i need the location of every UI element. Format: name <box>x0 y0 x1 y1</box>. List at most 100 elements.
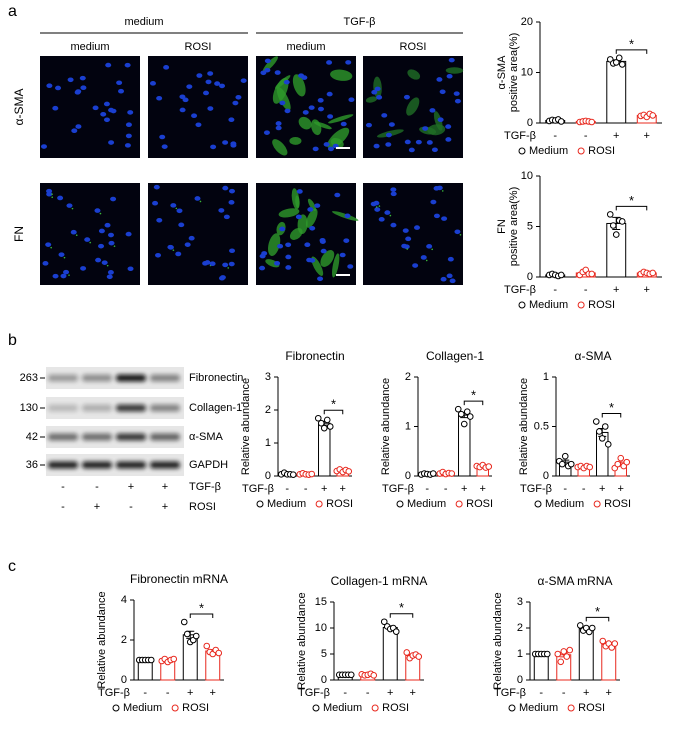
nucleus <box>449 278 456 284</box>
green-signal <box>272 77 289 104</box>
nucleus <box>285 254 292 260</box>
row-label: FN <box>12 226 26 242</box>
green-dot <box>389 214 392 217</box>
condition-sign: + <box>94 501 100 513</box>
nucleus <box>285 242 292 248</box>
nucleus <box>317 276 324 282</box>
nucleus <box>66 203 73 208</box>
micrograph <box>363 183 463 285</box>
legend-label: ROSI <box>182 702 209 714</box>
blot-strip <box>46 454 184 476</box>
data-point <box>592 418 600 425</box>
y-tick-label: 0 <box>527 271 533 283</box>
nucleus <box>317 98 324 103</box>
nucleus <box>167 245 174 250</box>
nucleus <box>101 260 108 265</box>
chart-title: Fibronectin <box>285 349 344 363</box>
nucleus <box>125 133 132 139</box>
data-point <box>609 222 617 229</box>
nucleus <box>308 105 315 110</box>
nucleus <box>228 117 235 123</box>
nucleus <box>42 261 49 266</box>
nucleus <box>283 79 290 85</box>
x-tick-label: - <box>285 483 289 495</box>
data-point <box>170 655 178 663</box>
nucleus <box>445 124 452 129</box>
nucleus <box>275 125 282 131</box>
nucleus <box>323 142 330 147</box>
condition-sign: + <box>162 481 168 493</box>
band <box>48 374 78 382</box>
x-tick-label: + <box>480 483 486 495</box>
y-tick-label: 2 <box>265 404 271 416</box>
data-point <box>203 642 211 650</box>
y-tick-label: 1 <box>517 648 523 660</box>
y-axis-label: positive area(%) <box>508 33 520 112</box>
significance-bracket <box>615 205 648 211</box>
nucleus <box>207 106 214 111</box>
nucleus <box>235 94 242 100</box>
nucleus <box>385 132 392 138</box>
green-signal <box>328 114 354 124</box>
x-axis-label: TGF-β <box>494 687 526 699</box>
data-point <box>543 650 551 658</box>
nucleus <box>285 265 292 270</box>
nucleus <box>304 242 311 248</box>
chart-title: α-SMA <box>575 349 612 363</box>
nucleus <box>223 214 230 220</box>
green-dot <box>406 248 409 250</box>
green-signal <box>307 198 317 211</box>
y-tick-label: 3 <box>517 596 523 608</box>
column-header: medium <box>70 41 109 53</box>
protein-label: Fibronectin <box>189 372 243 384</box>
nucleus <box>348 97 355 103</box>
nucleus <box>110 108 117 114</box>
x-tick-label: - <box>343 687 347 699</box>
group-header: medium <box>124 16 163 28</box>
x-tick-label: + <box>613 284 619 296</box>
nucleus <box>390 222 397 228</box>
x-axis-label: TGF-β <box>382 483 414 495</box>
data-point <box>557 271 565 279</box>
condition-sign: - <box>129 501 133 513</box>
data-point <box>617 454 625 462</box>
x-tick-label: - <box>584 284 588 296</box>
nucleus <box>107 232 114 238</box>
data-point <box>618 61 626 68</box>
legend-label: ROSI <box>588 145 615 157</box>
nucleus <box>453 91 460 96</box>
green-dot <box>106 264 109 267</box>
bar <box>578 628 594 681</box>
nucleus <box>327 114 334 119</box>
panel-label: c <box>8 558 16 575</box>
nucleus <box>127 266 134 272</box>
column-header: medium <box>286 41 325 53</box>
y-tick-label: 10 <box>521 66 533 78</box>
condition-sign: - <box>61 501 65 513</box>
micrograph <box>256 183 359 285</box>
nucleus <box>95 257 102 263</box>
data-point <box>147 656 155 664</box>
legend-label: Medium <box>407 498 446 510</box>
nucleus <box>448 57 455 63</box>
legend-label: ROSI <box>382 702 409 714</box>
significance-bracket <box>615 49 648 54</box>
chart-title: Collagen-1 <box>426 349 484 363</box>
data-point <box>599 637 607 645</box>
green-dot <box>71 207 74 210</box>
x-tick-label: + <box>410 687 416 699</box>
nucleus <box>228 261 235 267</box>
nucleus <box>429 108 436 113</box>
data-point <box>586 463 594 471</box>
y-tick-label: 5 <box>321 648 327 660</box>
y-axis-label: Relative abundance <box>492 592 504 689</box>
nucleus <box>439 89 446 95</box>
y-tick-label: 1 <box>265 437 271 449</box>
nucleus <box>319 238 326 243</box>
green-dot <box>68 274 70 276</box>
data-point <box>612 59 620 66</box>
nucleus <box>222 140 229 145</box>
image-background <box>363 183 463 285</box>
nucleus <box>186 84 193 89</box>
legend-label: ROSI <box>466 498 493 510</box>
